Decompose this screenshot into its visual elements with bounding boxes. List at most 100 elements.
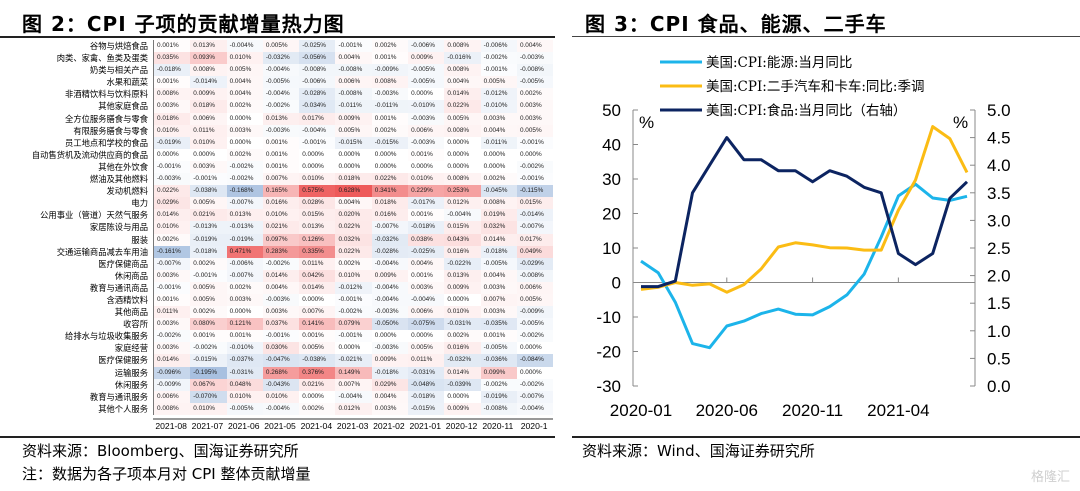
heatmap-cell: -0.005% xyxy=(480,257,517,270)
heatmap-cell: -0.004% xyxy=(226,40,263,53)
heatmap-cell: 0.005% xyxy=(444,112,481,125)
heatmap-cell: -0.018% xyxy=(154,64,191,77)
legend-label-0: 美国:CPI:能源:当月同比 xyxy=(706,55,852,71)
heatmap-cell: 0.005% xyxy=(516,124,554,137)
heatmap-cell: -0.001% xyxy=(262,330,300,343)
heatmap-cell: 0.016% xyxy=(444,245,481,258)
heatmap-cell: -0.005% xyxy=(408,64,445,77)
heatmap-cell: 0.012% xyxy=(335,402,372,415)
heatmap-cell: 0.004% xyxy=(408,257,445,270)
series-line-1 xyxy=(640,125,969,294)
heatmap-cell: -0.002% xyxy=(335,306,372,319)
heatmap-cell: -0.032% xyxy=(262,52,300,65)
heatmap-cell: 0.000% xyxy=(516,366,554,379)
x-tick-label: 2020-06 xyxy=(696,401,758,420)
heatmap-row-label: 其他家庭食品 xyxy=(98,101,148,112)
left-tick-label: 20 xyxy=(602,205,621,224)
heatmap-cell: -0.015% xyxy=(371,136,409,149)
heatmap-cell: 0.042% xyxy=(299,269,336,282)
heatmap-cell: 0.010% xyxy=(154,221,191,234)
heatmap-cell: -0.011% xyxy=(371,100,409,113)
heatmap-cell: 0.011% xyxy=(154,306,191,319)
heatmap-cell: 0.004% xyxy=(335,52,372,65)
heatmap-cell: 0.000% xyxy=(299,390,336,403)
right-axis-unit: % xyxy=(953,113,968,132)
heatmap-cell: 0.000% xyxy=(335,148,372,161)
heatmap-cell: 0.015% xyxy=(516,197,554,210)
heatmap-cell: -0.022% xyxy=(444,257,481,270)
heatmap-row: -0.002% 0.001% 0.001% -0.001% 0.001% -0.001% 0… xyxy=(154,330,554,343)
heatmap-x-tick: 2021-06 xyxy=(227,421,260,431)
heatmap-cell: 0.003% xyxy=(226,124,263,137)
heatmap-cell: -0.002% xyxy=(262,257,300,270)
heatmap-cell: 0.005% xyxy=(516,293,554,307)
heatmap-x-tick: 2021-08 xyxy=(155,421,187,431)
heatmap-cell: -0.005% xyxy=(226,402,263,415)
heatmap-cell: 0.009% xyxy=(444,402,481,415)
heatmap-cell: -0.028% xyxy=(299,88,336,101)
heatmap-cell: 0.003% xyxy=(154,318,191,331)
heatmap-cell: 0.005% xyxy=(408,342,445,355)
heatmap-cell: 0.006% xyxy=(190,112,227,125)
heatmap-cell: 0.010% xyxy=(226,390,263,403)
heatmap-cell: 0.001% xyxy=(154,293,191,307)
heatmap-cell: 0.002% xyxy=(371,40,409,53)
heatmap-cell: 0.014% xyxy=(262,269,300,282)
right-tick-label: 4.5 xyxy=(987,129,1011,148)
heatmap-cell: -0.001% xyxy=(335,293,372,307)
heatmap-cell: 0.005% xyxy=(190,293,227,307)
heatmap-cell: 0.010% xyxy=(335,269,372,282)
heatmap-cell: -0.010% xyxy=(408,100,445,113)
heatmap-cell: 0.004% xyxy=(480,269,517,282)
heatmap-cell: 0.080% xyxy=(190,318,227,331)
heatmap-x-tick: 2021-01 xyxy=(409,421,441,431)
heatmap-cell: 0.000% xyxy=(226,136,263,149)
heatmap-cell: 0.016% xyxy=(262,197,300,210)
heatmap-cell: -0.036% xyxy=(480,354,517,367)
right-tick-label: 2.5 xyxy=(987,239,1011,258)
heatmap-cell: 0.043% xyxy=(444,233,481,246)
heatmap-cell: 0.000% xyxy=(516,148,554,161)
heatmap-cell: 0.049% xyxy=(516,245,554,258)
heatmap-cell: 0.003% xyxy=(154,100,191,113)
heatmap-cell: 0.018% xyxy=(154,112,191,125)
heatmap-cell: 0.002% xyxy=(190,257,227,270)
heatmap-cell: -0.002% xyxy=(516,330,554,343)
heatmap-cell: 0.011% xyxy=(408,354,445,367)
right-tick-label: 0.5 xyxy=(987,349,1011,368)
heatmap-cell: 0.004% xyxy=(480,124,517,137)
left-tick-label: 10 xyxy=(602,239,621,258)
heatmap-cell: 0.019% xyxy=(480,209,517,222)
heatmap-cell: 0.079% xyxy=(335,318,372,331)
heatmap-cell: -0.006% xyxy=(226,257,263,270)
right-tick-label: 3.0 xyxy=(987,211,1011,230)
heatmap-cell: -0.015% xyxy=(335,136,372,149)
x-tick-label: 2021-04 xyxy=(867,401,929,420)
heatmap-x-tick: 2020-1 xyxy=(520,421,548,431)
heatmap-cell: -0.018% xyxy=(480,245,517,258)
heatmap-cell: 0.335% xyxy=(299,245,336,258)
heatmap-cell: -0.001% xyxy=(299,136,336,149)
heatmap-cell: 0.006% xyxy=(408,124,445,137)
heatmap-cell: 0.000% xyxy=(444,136,481,149)
heatmap-row-label: 其他商品 xyxy=(114,307,148,318)
heatmap-cell: -0.034% xyxy=(299,100,336,113)
heatmap-cell: -0.014% xyxy=(516,209,554,222)
heatmap-row: 0.003% -0.002% -0.010% 0.030% 0.005% 0.000% -0… xyxy=(154,342,554,355)
heatmap-cell: 0.003% xyxy=(190,160,227,174)
heatmap-cell: 0.001% xyxy=(371,52,409,65)
heatmap-row-label: 其他个人服务 xyxy=(98,403,148,414)
heatmap-cell: 0.001% xyxy=(408,269,445,282)
heatmap-cell: 0.229% xyxy=(408,185,445,198)
heatmap-cell: 0.002% xyxy=(516,88,554,101)
heatmap-cell: -0.002% xyxy=(226,173,263,186)
heatmap-row-label: 家庭经营 xyxy=(114,343,148,354)
legend-label-1: 美国:CPI:二手汽车和卡车:同比:季调 xyxy=(706,78,924,95)
series-line-2 xyxy=(641,136,969,289)
heatmap-cell: -0.037% xyxy=(226,354,263,367)
heatmap-cell: -0.004% xyxy=(408,293,445,307)
heatmap-cell: 0.014% xyxy=(154,354,191,367)
left-tick-label: -10 xyxy=(596,308,621,327)
heatmap-cell: 0.003% xyxy=(262,306,300,319)
heatmap-row: 0.014% 0.021% 0.013% 0.010% 0.015% 0.020% 0.01… xyxy=(154,209,554,222)
